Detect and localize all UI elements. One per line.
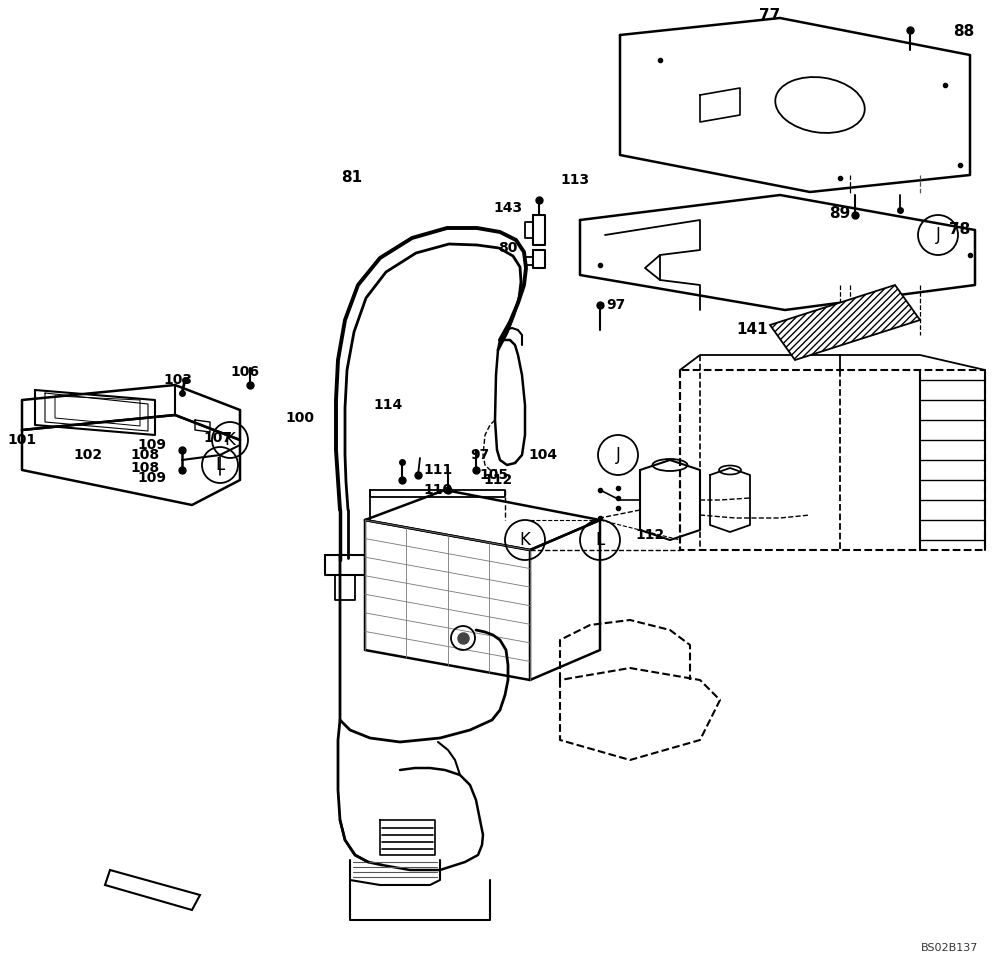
Text: K: K	[520, 531, 530, 549]
Text: L: L	[595, 531, 605, 549]
Text: 106: 106	[230, 365, 260, 379]
Text: 114: 114	[373, 398, 403, 412]
Text: 108: 108	[130, 461, 160, 475]
Polygon shape	[770, 285, 920, 360]
Text: K: K	[225, 431, 235, 449]
Text: 112: 112	[635, 528, 665, 542]
Text: 105: 105	[479, 468, 509, 482]
Text: 97: 97	[470, 448, 490, 462]
Text: 113: 113	[560, 173, 590, 187]
Text: 143: 143	[493, 201, 523, 215]
Text: 110: 110	[423, 483, 453, 497]
Text: 103: 103	[164, 373, 192, 387]
Text: 97: 97	[606, 298, 626, 312]
Text: 89: 89	[829, 205, 851, 221]
Text: BS02B137: BS02B137	[921, 943, 978, 953]
Text: L: L	[215, 456, 225, 474]
Text: 80: 80	[498, 241, 518, 255]
Text: 109: 109	[138, 471, 166, 485]
Text: J: J	[936, 226, 940, 244]
Text: 141: 141	[736, 323, 768, 337]
Text: 81: 81	[341, 171, 363, 185]
Text: J: J	[616, 446, 620, 464]
Text: 88: 88	[953, 24, 975, 40]
Text: 101: 101	[7, 433, 37, 447]
Text: 78: 78	[949, 223, 971, 237]
Polygon shape	[105, 870, 200, 910]
Text: 111: 111	[423, 463, 453, 477]
Text: 107: 107	[204, 431, 232, 445]
Text: 77: 77	[759, 8, 781, 22]
Text: 109: 109	[138, 438, 166, 452]
Text: 102: 102	[73, 448, 103, 462]
Text: 100: 100	[286, 411, 314, 425]
Text: 104: 104	[528, 448, 558, 462]
Text: 108: 108	[130, 448, 160, 462]
Text: 112: 112	[483, 473, 513, 487]
